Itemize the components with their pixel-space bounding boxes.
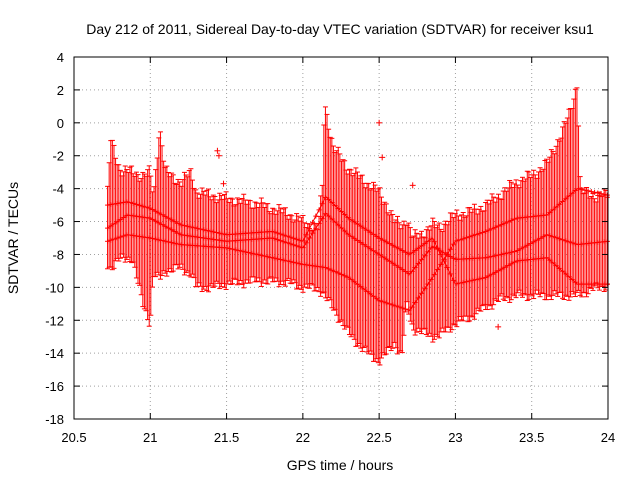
y-tick-label: -4: [52, 182, 64, 197]
y-tick-label: -12: [45, 313, 64, 328]
chart-title: Day 212 of 2011, Sidereal Day-to-day VTE…: [86, 21, 594, 37]
y-tick-label: 0: [57, 116, 64, 131]
x-tick-label: 21.5: [214, 430, 239, 445]
data-layer: [105, 87, 610, 366]
x-tick-label: 22.5: [366, 430, 391, 445]
y-tick-label: -18: [45, 412, 64, 427]
x-tick-label: 20.5: [61, 430, 86, 445]
x-tick-label: 23: [448, 430, 462, 445]
plot-frame: [73, 56, 609, 420]
x-tick-label: 24: [601, 430, 615, 445]
axes: 20.5 21 21.5 22 22.5 23 23.5 24-18-16-14-12-10-…: [45, 50, 615, 445]
y-tick-label: -16: [45, 379, 64, 394]
y-tick-label: 4: [57, 50, 64, 65]
x-axis-label: GPS time / hours: [287, 457, 394, 473]
y-tick-label: -10: [45, 280, 64, 295]
y-axis-label: SDTVAR / TECUs: [5, 182, 21, 294]
x-tick-label: 22: [296, 430, 310, 445]
y-tick-label: -8: [52, 247, 64, 262]
x-tick-label: 23.5: [519, 430, 544, 445]
y-tick-label: 2: [57, 83, 64, 98]
y-tick-label: -14: [45, 346, 64, 361]
x-tick-label: 21: [143, 430, 157, 445]
y-tick-label: -2: [52, 149, 64, 164]
y-tick-label: -6: [52, 215, 64, 230]
